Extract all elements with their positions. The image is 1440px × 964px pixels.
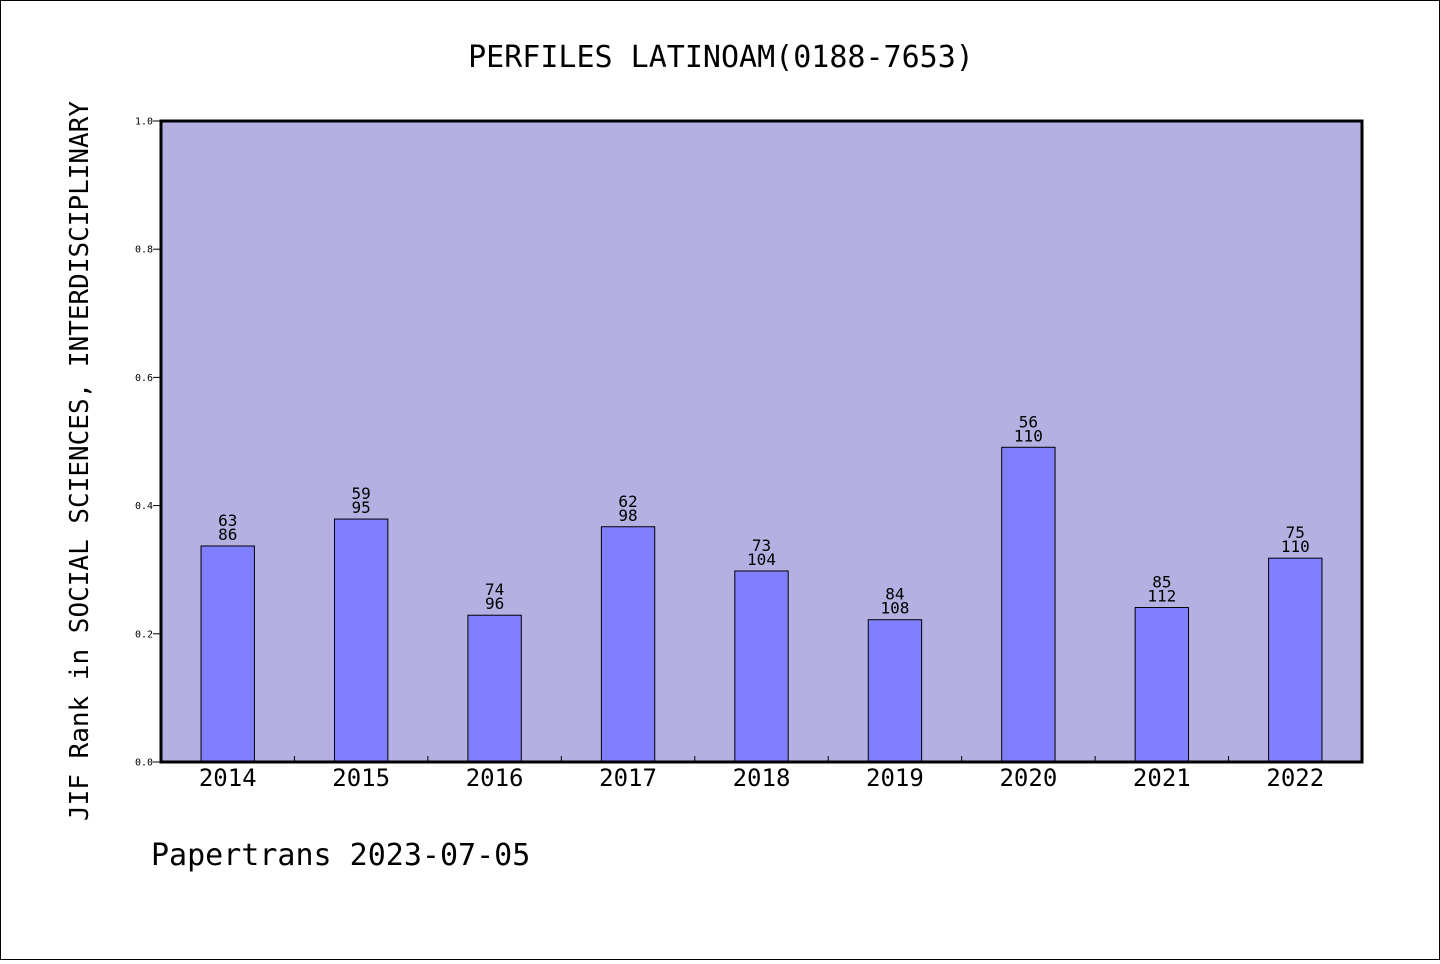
y-axis: 0.0 0.2 0.4 0.6 0.8 1.0	[135, 117, 161, 769]
bar-total-label: 86	[218, 525, 237, 544]
bar-rank-label: 75	[1286, 523, 1305, 542]
bar	[333, 518, 389, 763]
y-tick-label: 0.8	[135, 245, 153, 256]
bar	[1134, 607, 1190, 763]
bar	[734, 570, 789, 763]
bar	[600, 526, 656, 763]
bar-total-label: 110	[1014, 426, 1043, 445]
x-tick-label: 2021	[1133, 764, 1191, 792]
bar-total-label: 108	[880, 599, 909, 618]
bar-rank-label: 56	[1019, 412, 1038, 431]
x-tick-label: 2016	[466, 764, 524, 792]
y-tick-label: 0.2	[135, 629, 153, 640]
bar-rank-label: 59	[352, 484, 371, 503]
x-tick-label: 2014	[199, 764, 257, 792]
bar-rank-label: 85	[1152, 573, 1171, 592]
bar	[1268, 557, 1323, 763]
y-axis-label: JIF Rank in SOCIAL SCIENCES, INTERDISCIP…	[65, 101, 95, 821]
y-tick-label: 0.0	[135, 758, 153, 769]
bar	[200, 545, 255, 763]
bar-rank-label: 84	[885, 585, 904, 604]
x-tick-label: 2017	[599, 764, 657, 792]
bar	[867, 619, 923, 763]
bar-total-label: 95	[352, 498, 371, 517]
bar-rank-label: 73	[752, 536, 771, 555]
y-tick-label: 0.4	[135, 501, 153, 512]
bar-rank-label: 62	[618, 492, 637, 511]
bar-total-label: 110	[1281, 537, 1310, 556]
chart-title: PERFILES LATINOAM(0188-7653)	[468, 40, 974, 75]
bar-total-label: 96	[485, 594, 504, 613]
bar-total-label: 98	[618, 506, 637, 525]
plot-border	[159, 119, 1364, 764]
x-tick-label: 2015	[332, 764, 390, 792]
x-axis: 2014 2015 2016 2017 2018 2019 2020 2021 2022	[199, 756, 1324, 792]
bars-group: 6386599574966298731048410856110851127511…	[200, 412, 1323, 763]
footer-text: Papertrans 2023-07-05	[151, 838, 530, 873]
bar-total-label: 104	[747, 550, 776, 569]
x-tick-label: 2020	[999, 764, 1057, 792]
y-tick-label: 1.0	[135, 117, 153, 128]
x-tick-label: 2018	[733, 764, 791, 792]
x-tick-label: 2019	[866, 764, 924, 792]
bar-rank-label: 74	[485, 580, 504, 599]
bar-rank-label: 63	[218, 511, 237, 530]
bar	[1001, 446, 1056, 763]
bar	[467, 614, 522, 763]
x-tick-label: 2022	[1266, 764, 1324, 792]
y-tick-label: 0.6	[135, 373, 153, 384]
bar-total-label: 112	[1147, 587, 1176, 606]
